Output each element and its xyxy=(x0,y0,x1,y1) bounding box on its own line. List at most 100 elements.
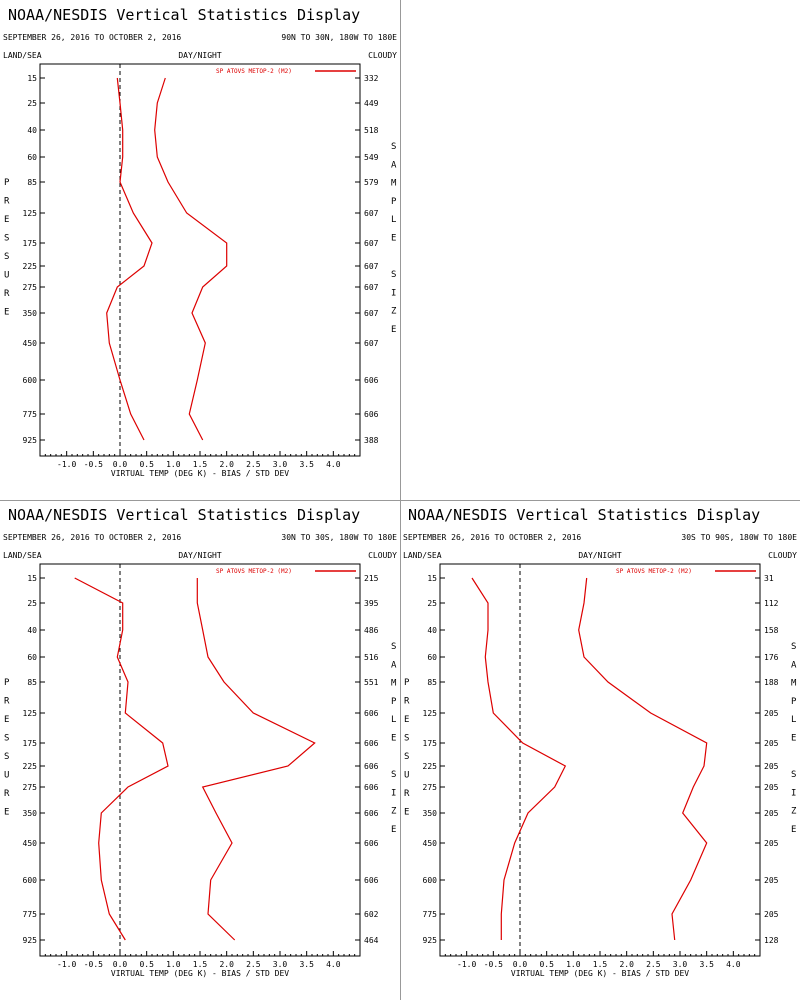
pressure-level-label: 60 xyxy=(427,653,437,662)
y2label-letter: S xyxy=(391,642,396,652)
ylabel-letter: S xyxy=(404,752,409,762)
sample-size-label: 464 xyxy=(364,936,379,945)
x-tick-label: 2.0 xyxy=(219,460,234,469)
x-tick-label: 3.5 xyxy=(299,460,314,469)
pressure-level-label: 925 xyxy=(23,936,38,945)
ylabel-letter: S xyxy=(4,734,9,744)
pressure-level-label: 450 xyxy=(423,839,438,848)
pressure-level-label: 40 xyxy=(427,626,437,635)
sample-size-label: 607 xyxy=(364,339,379,348)
ylabel-letter: R xyxy=(4,697,10,707)
ylabel-letter: R xyxy=(404,789,410,799)
ylabel-letter: U xyxy=(404,771,409,781)
pressure-level-label: 60 xyxy=(27,153,37,162)
sample-size-label: 449 xyxy=(364,99,379,108)
pressure-level-label: 450 xyxy=(23,339,38,348)
pressure-level-label: 775 xyxy=(23,910,38,919)
y2label-letter: L xyxy=(391,215,396,225)
x-tick-label: 3.0 xyxy=(273,460,288,469)
ylabel-letter: R xyxy=(4,289,10,299)
x-tick-label: 4.0 xyxy=(326,960,341,969)
pressure-level-label: 40 xyxy=(27,126,37,135)
ylabel-letter: E xyxy=(4,715,9,725)
cloudy-label: CLOUDY xyxy=(368,551,397,560)
land-sea-label: LAND/SEA xyxy=(3,51,42,60)
pressure-level-label: 225 xyxy=(423,762,438,771)
x-tick-label: 3.0 xyxy=(673,960,688,969)
x-tick-label: -0.5 xyxy=(84,960,103,969)
y2label-letter: L xyxy=(791,715,796,725)
pressure-level-label: 40 xyxy=(27,626,37,635)
y2label-letter: I xyxy=(391,288,396,298)
pressure-level-label: 350 xyxy=(23,309,38,318)
x-tick-label: 1.5 xyxy=(193,460,208,469)
ylabel-letter: R xyxy=(4,789,10,799)
day-night-label: DAY/NIGHT xyxy=(178,51,222,60)
chart-title: NOAA/NESDIS Vertical Statistics Display xyxy=(408,506,760,524)
pressure-level-label: 350 xyxy=(423,809,438,818)
ylabel-letter: E xyxy=(4,808,9,818)
sample-size-label: 158 xyxy=(764,626,779,635)
sample-size-label: 602 xyxy=(364,910,379,919)
pressure-level-label: 85 xyxy=(427,678,437,687)
pressure-level-label: 925 xyxy=(423,936,438,945)
pressure-level-label: 15 xyxy=(27,574,37,583)
plot-frame xyxy=(39,63,361,457)
ylabel-letter: P xyxy=(4,178,10,188)
pressure-level-label: 225 xyxy=(23,262,38,271)
chart-title: NOAA/NESDIS Vertical Statistics Display xyxy=(8,6,360,24)
x-tick-label: -0.5 xyxy=(484,960,503,969)
pressure-level-label: 125 xyxy=(423,709,438,718)
pressure-level-label: 275 xyxy=(23,283,38,292)
x-tick-label: 3.5 xyxy=(699,960,714,969)
y2label-letter: S xyxy=(391,770,396,780)
sample-size-label: 112 xyxy=(764,599,779,608)
sample-size-label: 579 xyxy=(364,178,379,187)
x-tick-label: 1.0 xyxy=(166,460,181,469)
sample-size-label: 486 xyxy=(364,626,379,635)
y2label-letter: E xyxy=(391,325,396,335)
ylabel-letter: U xyxy=(4,271,9,281)
sample-size-label: 205 xyxy=(764,839,779,848)
sample-size-label: 332 xyxy=(364,74,379,83)
y2label-letter: A xyxy=(391,660,397,670)
x-axis-label: VIRTUAL TEMP (DEG K) - BIAS / STD DEV xyxy=(111,469,289,478)
x-tick-label: 2.0 xyxy=(219,960,234,969)
pressure-level-label: 25 xyxy=(427,599,437,608)
y2label-letter: I xyxy=(791,788,796,798)
y2label-letter: L xyxy=(391,715,396,725)
sample-size-label: 205 xyxy=(764,739,779,748)
pressure-level-label: 225 xyxy=(23,762,38,771)
legend-label: SP ATOVS METOP-2 (M2) xyxy=(616,568,692,575)
sample-size-label: 516 xyxy=(364,653,379,662)
y2label-letter: E xyxy=(391,234,396,244)
pressure-level-label: 175 xyxy=(23,239,38,248)
x-tick-label: 2.5 xyxy=(646,960,661,969)
sample-size-label: 549 xyxy=(364,153,379,162)
x-tick-label: 3.0 xyxy=(273,960,288,969)
ylabel-letter: E xyxy=(404,715,409,725)
pressure-level-label: 600 xyxy=(23,876,38,885)
y2label-letter: S xyxy=(791,770,796,780)
pressure-level-label: 775 xyxy=(23,410,38,419)
cloudy-label: CLOUDY xyxy=(368,51,397,60)
pressure-level-label: 15 xyxy=(427,574,437,583)
sample-size-label: 188 xyxy=(764,678,779,687)
x-axis-label: VIRTUAL TEMP (DEG K) - BIAS / STD DEV xyxy=(111,969,289,978)
x-tick-label: 0.0 xyxy=(113,460,128,469)
y2label-letter: Z xyxy=(391,307,397,317)
x-tick-label: -1.0 xyxy=(57,960,76,969)
region-label: 30N TO 30S, 180W TO 180E xyxy=(281,533,397,542)
y2label-letter: E xyxy=(391,734,396,744)
sample-size-label: 128 xyxy=(764,936,779,945)
sample-size-label: 205 xyxy=(764,910,779,919)
y2label-letter: P xyxy=(391,697,397,707)
land-sea-label: LAND/SEA xyxy=(3,551,42,560)
legend-label: SP ATOVS METOP-2 (M2) xyxy=(216,568,292,575)
region-label: 30S TO 90S, 180W TO 180E xyxy=(681,533,797,542)
sample-size-label: 606 xyxy=(364,839,379,848)
chart-title: NOAA/NESDIS Vertical Statistics Display xyxy=(8,506,360,524)
x-tick-label: -1.0 xyxy=(457,960,476,969)
x-tick-label: 2.0 xyxy=(619,960,634,969)
sample-size-label: 31 xyxy=(764,574,774,583)
